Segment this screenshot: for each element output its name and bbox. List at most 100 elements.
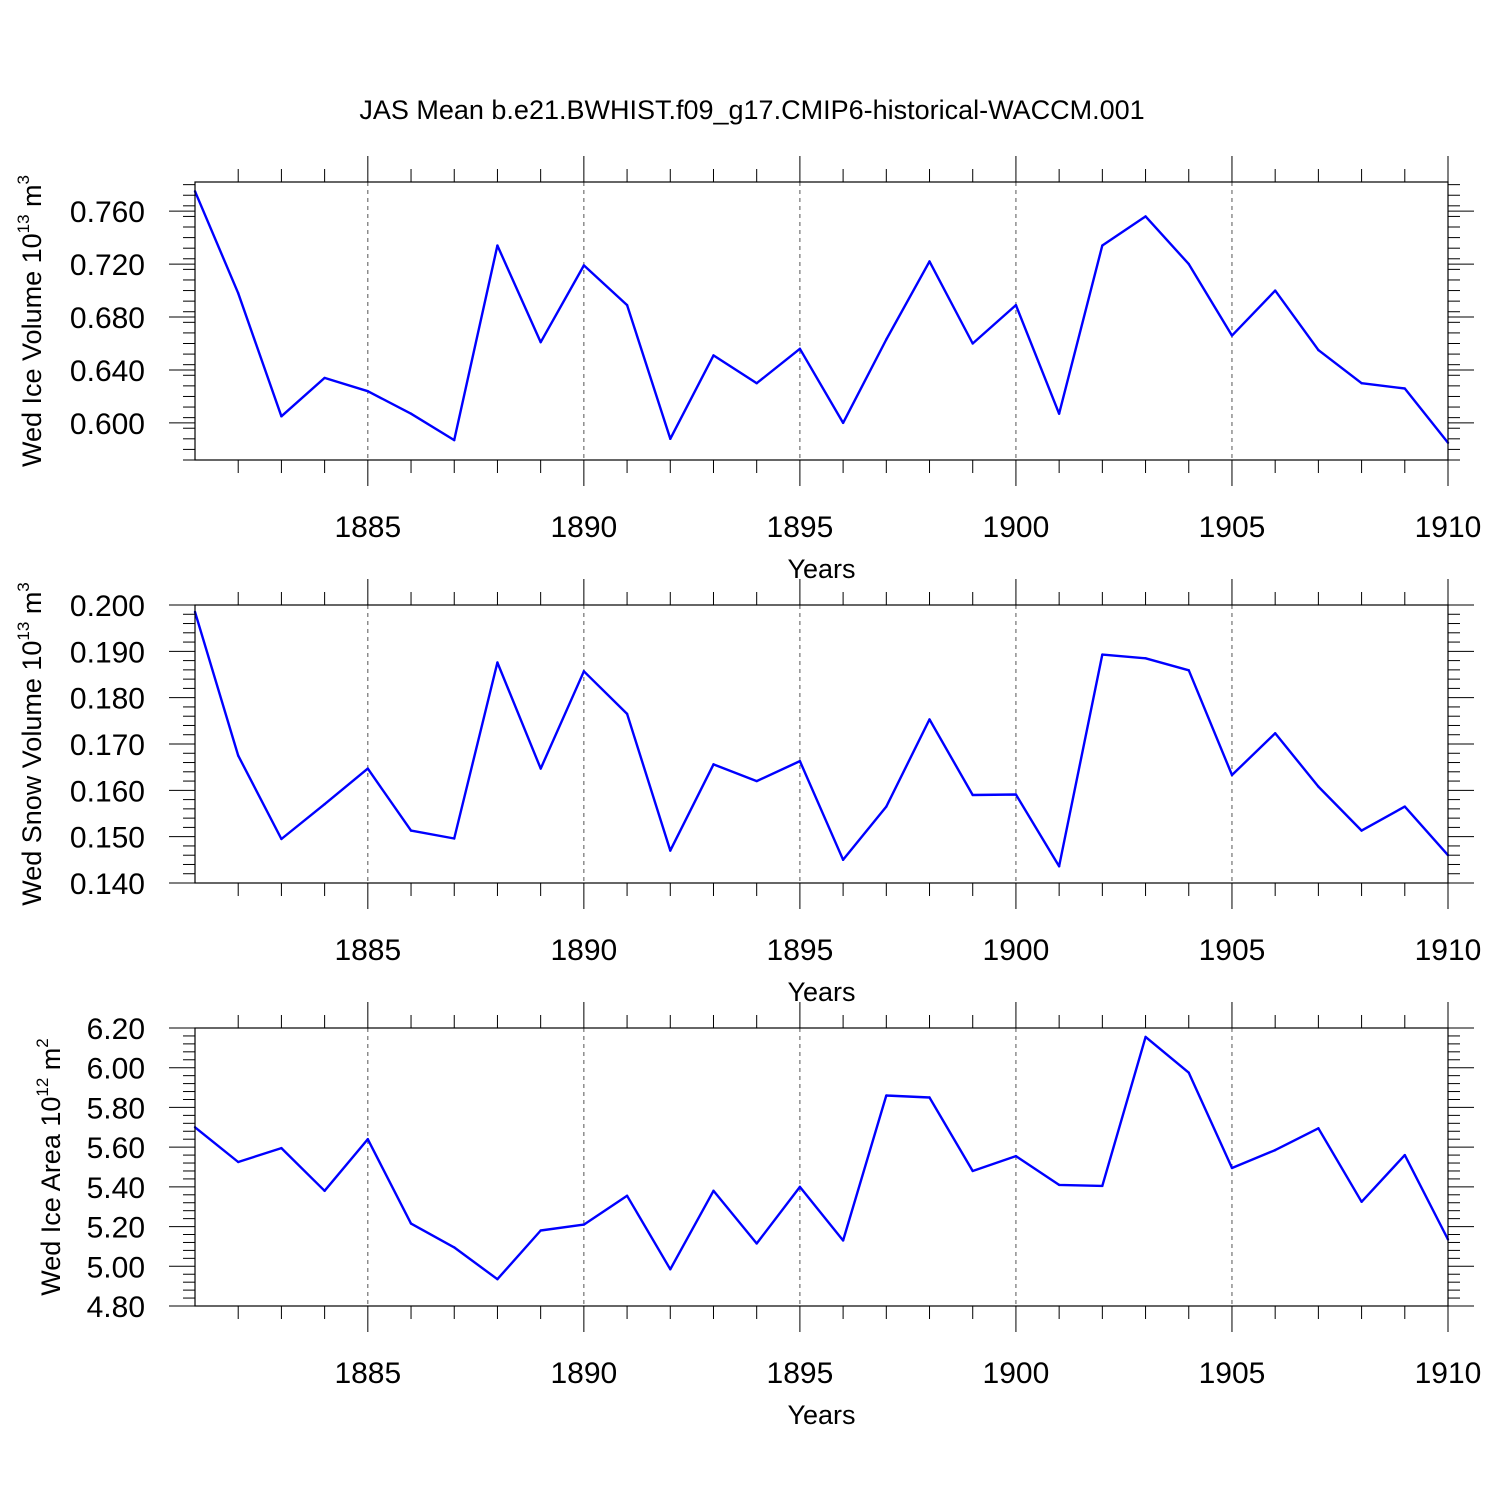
y-axis-label-superscript: 12: [33, 1078, 52, 1097]
data-point: [928, 1096, 931, 1099]
data-point: [669, 1268, 672, 1271]
data-point: [1187, 1071, 1190, 1074]
data-point: [1014, 1154, 1018, 1158]
y-axis-label-superscript: 3: [14, 175, 33, 184]
y-tick-label: 5.60: [87, 1132, 145, 1165]
y-axis-label: Wed Ice Area 1012 m2: [33, 1038, 66, 1296]
y-tick-label: 0.170: [70, 729, 145, 762]
data-point: [625, 1194, 629, 1197]
data-point: [1187, 262, 1190, 266]
data-point: [669, 437, 672, 441]
data-point: [1014, 303, 1018, 307]
data-point: [1403, 805, 1406, 808]
data-point: [1057, 1183, 1061, 1187]
y-tick-label: 6.00: [87, 1053, 145, 1086]
x-tick-label: 1910: [1415, 934, 1482, 967]
data-point: [755, 779, 758, 783]
data-point: [1014, 793, 1018, 796]
y-tick-label: 0.150: [70, 822, 145, 855]
data-point: [409, 1222, 413, 1225]
data-point: [539, 767, 542, 770]
x-tick-label: 1895: [767, 1357, 834, 1390]
data-point: [1273, 732, 1277, 735]
data-point: [582, 1223, 586, 1226]
y-axis-label-superscript: 2: [33, 1038, 52, 1047]
x-axis-label: Years: [787, 554, 855, 584]
data-point: [409, 829, 413, 832]
data-point: [798, 347, 802, 350]
data-point: [1360, 829, 1363, 832]
data-point: [1360, 1200, 1363, 1203]
x-tick-label: 1890: [550, 511, 617, 544]
data-point: [1057, 412, 1061, 415]
y-tick-label: 5.00: [87, 1251, 145, 1284]
y-tick-label: 0.720: [70, 249, 145, 282]
x-tick-label: 1885: [334, 511, 401, 544]
data-point: [1101, 244, 1104, 247]
y-axis-label-superscript: 13: [14, 622, 33, 641]
x-tick-label: 1890: [550, 1357, 617, 1390]
data-point: [712, 354, 715, 357]
x-tick-label: 1905: [1199, 934, 1266, 967]
figure-title: JAS Mean b.e21.BWHIST.f09_g17.CMIP6-hist…: [359, 95, 1144, 125]
y-tick-label: 0.180: [70, 683, 145, 716]
data-point: [1360, 382, 1363, 385]
data-point: [841, 1239, 845, 1242]
data-point: [971, 793, 974, 797]
y-tick-label: 5.40: [87, 1172, 145, 1205]
data-point: [1057, 865, 1061, 868]
data-point: [280, 1146, 283, 1150]
y-axis-label-text: Wed Ice Volume 10: [17, 233, 47, 467]
x-tick-label: 1895: [767, 511, 834, 544]
panel-1: 0.600 0.640 0.680 0.720 0.760 1885 1890 1895 190…: [14, 156, 1481, 584]
panel-2: 0.140 0.150 0.160 0.170 0.180 0.190 0.200 1885 1…: [14, 579, 1481, 1007]
data-point: [971, 342, 974, 345]
y-axis-label: Wed Ice Volume 1013 m3: [14, 175, 47, 467]
y-tick-label: 0.680: [70, 302, 145, 335]
data-point: [841, 858, 845, 862]
data-point: [1101, 1184, 1104, 1188]
series-line: [193, 190, 1449, 444]
series-line: [194, 1035, 1450, 1281]
data-point: [1403, 1153, 1406, 1157]
data-point: [409, 412, 413, 415]
plot-frame: [194, 604, 1449, 884]
data-point: [539, 340, 542, 344]
x-axis-label: Years: [787, 977, 855, 1007]
x-tick-label: 1900: [983, 511, 1050, 544]
data-point: [755, 382, 758, 385]
data-point: [496, 661, 499, 664]
plot-frame: [194, 1027, 1449, 1307]
data-point: [582, 264, 586, 267]
x-axis-label: Years: [787, 1400, 855, 1430]
data-point: [712, 763, 715, 766]
data-point: [237, 754, 240, 757]
y-tick-label: 0.640: [70, 355, 145, 388]
data-point: [1144, 1035, 1147, 1039]
y-axis-label-text: m: [36, 1048, 66, 1078]
x-tick-label: 1900: [983, 934, 1050, 967]
data-point: [971, 1169, 974, 1173]
data-point: [453, 1246, 456, 1249]
data-point: [712, 1189, 715, 1193]
y-tick-label: 0.760: [70, 196, 145, 229]
x-tick-label: 1895: [767, 934, 834, 967]
y-tick-label: 0.140: [70, 868, 145, 901]
data-point: [237, 1160, 240, 1164]
x-tick-label: 1885: [334, 1357, 401, 1390]
y-tick-label: 0.600: [70, 408, 145, 441]
data-point: [539, 1229, 542, 1232]
y-axis-label-text: m: [17, 184, 47, 214]
data-point: [669, 849, 672, 852]
data-point: [1317, 348, 1320, 352]
data-point: [1230, 1166, 1234, 1170]
data-point: [366, 389, 370, 393]
y-tick-label: 5.80: [87, 1092, 145, 1125]
data-point: [1187, 669, 1190, 672]
x-tick-label: 1910: [1415, 511, 1482, 544]
y-axis-label-text: Wed Snow Volume 10: [17, 641, 47, 906]
x-tick-label: 1905: [1199, 511, 1266, 544]
y-tick-label: 4.80: [87, 1291, 145, 1324]
data-point: [323, 1189, 326, 1193]
